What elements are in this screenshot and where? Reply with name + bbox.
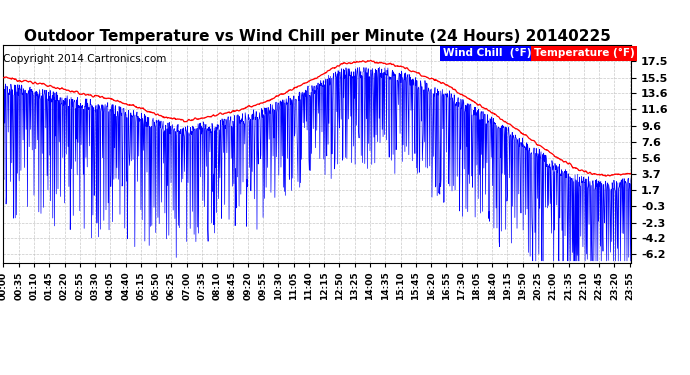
- Text: Copyright 2014 Cartronics.com: Copyright 2014 Cartronics.com: [3, 54, 167, 64]
- Text: Wind Chill  (°F): Wind Chill (°F): [443, 48, 531, 58]
- Text: Temperature (°F): Temperature (°F): [534, 48, 635, 58]
- Title: Outdoor Temperature vs Wind Chill per Minute (24 Hours) 20140225: Outdoor Temperature vs Wind Chill per Mi…: [24, 29, 611, 44]
